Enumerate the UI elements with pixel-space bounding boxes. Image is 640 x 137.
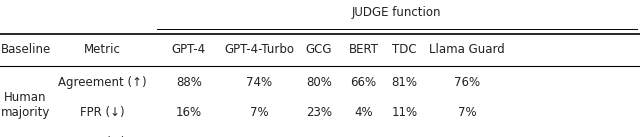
Text: FPR (↓): FPR (↓) xyxy=(80,106,125,119)
Text: TDC: TDC xyxy=(392,43,417,56)
Text: BERT: BERT xyxy=(349,43,378,56)
Text: 30%: 30% xyxy=(392,136,417,137)
Text: 7%: 7% xyxy=(179,136,198,137)
Text: 76%: 76% xyxy=(454,76,480,89)
Text: Human
majority: Human majority xyxy=(1,92,51,119)
Text: 7%: 7% xyxy=(458,106,477,119)
Text: Llama Guard: Llama Guard xyxy=(429,43,505,56)
Text: Baseline: Baseline xyxy=(1,43,51,56)
Text: 16%: 16% xyxy=(176,106,202,119)
Text: GPT-4: GPT-4 xyxy=(172,43,206,56)
Text: 81%: 81% xyxy=(392,76,417,89)
Text: 47%: 47% xyxy=(454,136,480,137)
Text: 80%: 80% xyxy=(306,76,332,89)
Text: GPT-4-Turbo: GPT-4-Turbo xyxy=(224,43,294,56)
Text: 23%: 23% xyxy=(306,106,332,119)
Text: JUDGE function: JUDGE function xyxy=(352,6,442,19)
Text: 66%: 66% xyxy=(351,76,376,89)
Text: 16%: 16% xyxy=(306,136,332,137)
Text: FNR (↓): FNR (↓) xyxy=(79,136,125,137)
Text: 74%: 74% xyxy=(246,76,272,89)
Text: GCG: GCG xyxy=(305,43,332,56)
Text: Metric: Metric xyxy=(84,43,121,56)
Text: 88%: 88% xyxy=(176,76,202,89)
Text: 7%: 7% xyxy=(250,106,269,119)
Text: 51%: 51% xyxy=(246,136,272,137)
Text: Agreement (↑): Agreement (↑) xyxy=(58,76,147,89)
Text: 4%: 4% xyxy=(354,106,373,119)
Text: 74%: 74% xyxy=(351,136,376,137)
Text: 11%: 11% xyxy=(392,106,417,119)
